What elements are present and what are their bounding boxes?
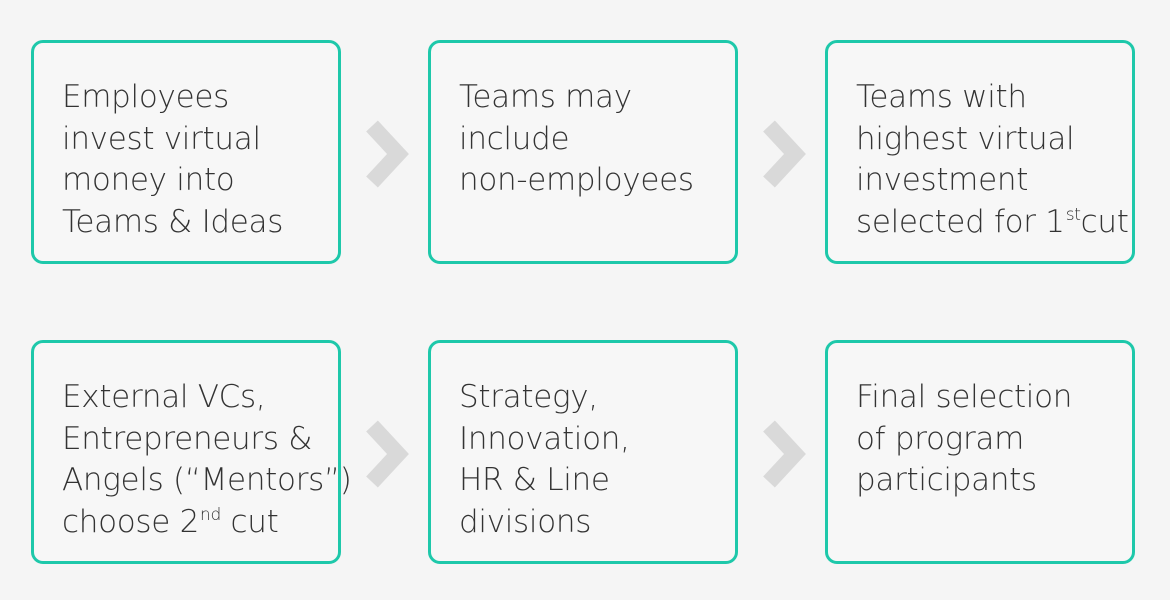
step-text-2: Teams may include non-employees [459,77,729,202]
step-line: Teams & Ideas [62,203,284,240]
step-line-text-after: cut [1080,203,1129,240]
step-line: HR & Line [459,462,610,498]
step-line: selected for 1stcut [856,202,1129,244]
step-line: Teams may [459,79,632,115]
step-line: investment [856,162,1029,198]
step-text-5: Strategy, Innovation, HR & Line division… [459,377,729,543]
chevron-right-icon [366,120,409,188]
step-line: money into [62,162,235,198]
step-box-5: Strategy, Innovation, HR & Line division… [428,340,738,564]
step-line: participants [856,462,1037,498]
step-line: include [459,120,570,157]
step-line-text-after: cut [221,503,279,540]
step-text-1: Employees invest virtual money into Team… [62,77,332,243]
step-text-6: Final selection of program participants [856,377,1126,502]
step-line: Final selection [856,379,1073,415]
step-box-6: Final selection of program participants [825,340,1135,564]
step-line-text: selected for 1 [856,203,1065,240]
step-line: Entrepreneurs & [62,420,313,457]
step-line: External VCs, [62,379,266,415]
step-box-4: External VCs, Entrepreneurs & Angels (“M… [31,340,352,564]
step-box-3: Teams with highest virtual investment se… [825,40,1135,264]
step-line: choose 2nd cut [62,502,332,544]
step-line: Teams with [856,79,1027,115]
step-line: of program [856,420,1024,457]
chevron-right-icon [763,120,806,188]
step-line: highest virtual [856,120,1075,157]
step-text-3: Teams with highest virtual investment se… [856,77,1129,244]
step-box-2: Teams may include non-employees [428,40,738,264]
chevron-right-icon [366,420,409,488]
step-line: invest virtual [62,120,261,157]
step-line: non-employees [459,162,694,198]
step-line-text: choose 2 [62,503,200,540]
step-line: Innovation, [459,420,630,457]
step-text-4: External VCs, Entrepreneurs & Angels (“M… [62,377,352,544]
chevron-right-icon [763,420,806,488]
step-line: Strategy, [459,379,598,415]
ordinal-suffix: st [1065,204,1081,225]
step-box-1: Employees invest virtual money into Team… [31,40,341,264]
step-line: Employees [62,79,229,115]
step-line: Angels (“Mentors”) [62,462,352,498]
step-line: divisions [459,503,592,540]
ordinal-suffix: nd [200,504,221,525]
